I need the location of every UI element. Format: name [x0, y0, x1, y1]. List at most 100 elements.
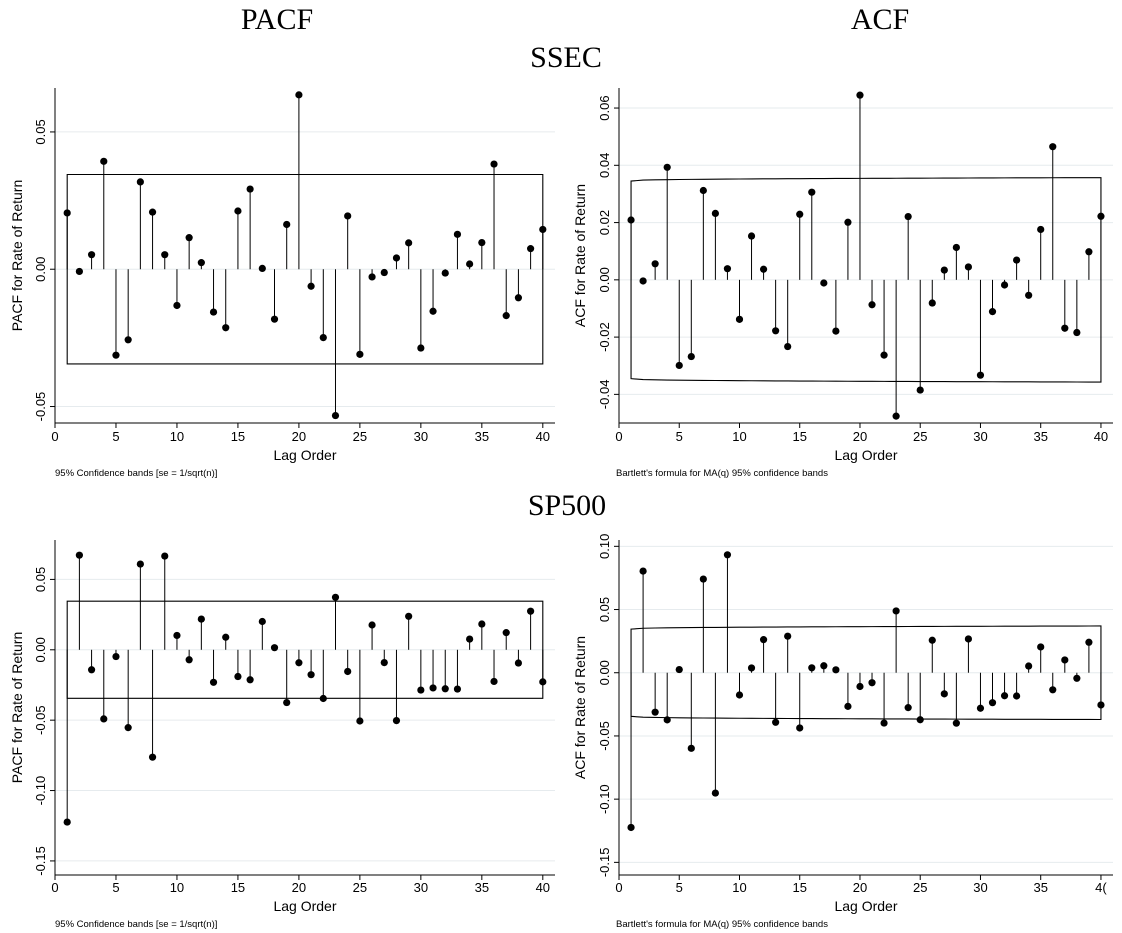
- data-point: [820, 662, 828, 670]
- data-point: [796, 724, 804, 732]
- ssec-acf-chart: -0.04 -0.02 0.00 0.02 0.04 0.06 0 5 10 15 20 25 30 35…: [572, 88, 1113, 479]
- data-point: [784, 342, 792, 351]
- data-point: [1073, 674, 1081, 682]
- x-axis-label: Lag Order: [273, 898, 336, 914]
- x-tick-label: 5: [112, 880, 119, 895]
- data-point: [234, 672, 242, 681]
- data-point: [429, 684, 437, 692]
- data-point: [1000, 281, 1009, 289]
- data-point: [856, 91, 864, 99]
- data-point: [356, 717, 364, 725]
- data-point: [441, 685, 449, 693]
- data-point: [627, 216, 635, 224]
- data-point: [711, 209, 719, 218]
- x-tick-label: 40: [1094, 429, 1108, 444]
- data-point: [209, 678, 218, 686]
- data-point: [832, 327, 840, 335]
- data-point: [928, 299, 936, 307]
- data-point: [940, 266, 948, 274]
- y-tick-label: -0.05: [597, 721, 612, 751]
- x-tick-label: 0: [615, 880, 622, 895]
- y-tick-label: 0.05: [33, 119, 48, 144]
- x-tick-label: 35: [1033, 429, 1047, 444]
- confidence-note: 95% Confidence bands [se = 1/sqrt(n)]: [55, 468, 217, 479]
- data-point: [1013, 256, 1021, 264]
- data-point: [699, 186, 707, 195]
- x-tick-label: 10: [732, 880, 746, 895]
- data-point: [527, 245, 535, 253]
- data-point: [735, 315, 744, 323]
- data-point: [1000, 692, 1009, 700]
- data-point: [539, 225, 547, 234]
- data-point: [964, 635, 973, 643]
- data-point: [940, 690, 948, 698]
- x-tick-label: 20: [853, 880, 867, 895]
- data-point: [1013, 692, 1021, 700]
- x-tick-label: 15: [231, 429, 245, 444]
- data-point: [270, 644, 279, 652]
- data-point: [441, 269, 449, 277]
- col-header-acf: ACF: [850, 3, 910, 36]
- data-point: [880, 351, 888, 359]
- data-point: [904, 212, 912, 221]
- y-tick-label: -0.05: [33, 705, 48, 735]
- x-tick-label: 10: [170, 880, 184, 895]
- data-point: [258, 617, 266, 626]
- x-tick-label: 40: [536, 880, 550, 895]
- x-tick-label: 35: [475, 429, 489, 444]
- data-point: [368, 621, 376, 629]
- data-point: [124, 724, 132, 732]
- data-point: [699, 575, 707, 583]
- data-point: [466, 260, 474, 268]
- data-point: [466, 635, 474, 643]
- data-point: [209, 308, 218, 316]
- x-tick-label: 10: [170, 429, 184, 444]
- data-point: [270, 315, 279, 323]
- y-tick-label: 0.05: [33, 567, 48, 592]
- data-point: [856, 682, 864, 691]
- y-tick-label: 0.02: [597, 210, 612, 235]
- confidence-band: [630, 625, 1102, 721]
- y-tick-label: -0.15: [597, 848, 612, 878]
- data-point: [711, 789, 719, 797]
- col-header-pacf: PACF: [240, 3, 314, 36]
- x-axis-label: Lag Order: [834, 447, 897, 463]
- data-point: [844, 218, 852, 226]
- data-point: [747, 664, 756, 672]
- data-point: [820, 279, 828, 287]
- data-point: [639, 277, 647, 285]
- x-tick-label: 25: [353, 880, 367, 895]
- row-header-ssec: SSEC: [530, 41, 602, 74]
- x-tick-label: 30: [973, 880, 987, 895]
- data-point: [234, 207, 242, 215]
- data-point: [63, 818, 71, 826]
- data-point: [161, 552, 169, 560]
- data-point: [1085, 638, 1093, 646]
- x-axis-label: Lag Order: [834, 898, 897, 914]
- data-point: [283, 698, 291, 707]
- data-point: [1061, 656, 1069, 664]
- data-point: [514, 659, 523, 667]
- data-point: [380, 658, 388, 667]
- x-tick-label: 25: [353, 429, 367, 444]
- data-point: [222, 633, 230, 641]
- data-point: [295, 659, 303, 667]
- data-point: [331, 411, 340, 420]
- x-tick-label: 15: [231, 880, 245, 895]
- data-point: [100, 715, 108, 723]
- data-point: [747, 232, 756, 240]
- x-tick-label: 40: [536, 429, 550, 444]
- data-point: [405, 612, 413, 620]
- data-point: [880, 719, 888, 727]
- confidence-note: Bartlett's formula for MA(q) 95% confide…: [616, 919, 828, 930]
- data-point: [331, 593, 340, 601]
- confidence-note: 95% Confidence bands [se = 1/sqrt(n)]: [55, 919, 217, 930]
- x-tick-label: 20: [292, 880, 306, 895]
- data-point: [868, 679, 876, 687]
- x-axis-label: Lag Order: [273, 447, 336, 463]
- data-point: [100, 157, 108, 165]
- x-tick-label: 5: [676, 880, 683, 895]
- data-point: [490, 160, 498, 168]
- data-point: [832, 666, 840, 674]
- data-point: [892, 412, 900, 420]
